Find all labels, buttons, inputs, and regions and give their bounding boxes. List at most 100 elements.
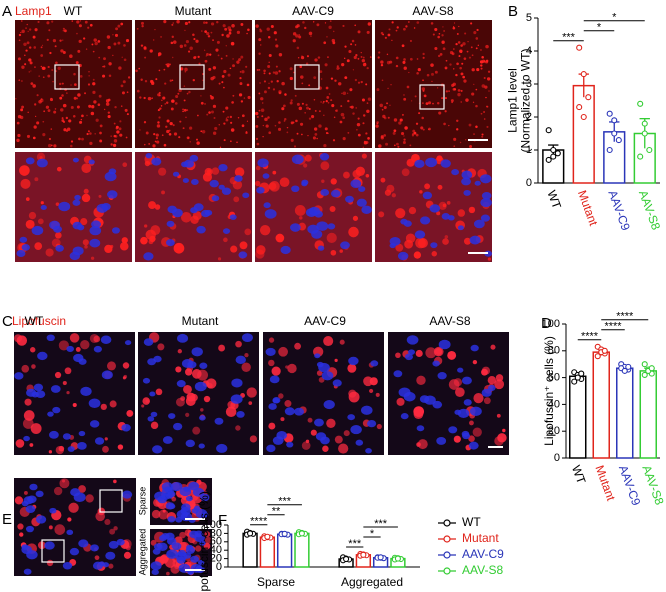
data-point	[574, 374, 581, 381]
red-signal	[442, 26, 444, 28]
nucleus	[370, 360, 379, 367]
red-signal	[494, 379, 505, 390]
red-signal	[34, 177, 39, 182]
red-signal	[160, 36, 162, 38]
red-signal	[488, 90, 490, 92]
red-signal	[210, 96, 214, 100]
red-signal	[467, 40, 469, 43]
red-signal	[409, 39, 412, 42]
red-signal	[415, 349, 423, 358]
red-signal	[401, 132, 405, 136]
red-signal	[166, 119, 170, 123]
red-signal	[352, 69, 355, 71]
red-signal	[425, 347, 437, 359]
nucleus	[154, 491, 166, 501]
significance-label: ****	[604, 321, 622, 333]
red-signal	[175, 366, 182, 373]
red-signal	[69, 54, 73, 58]
red-signal	[324, 22, 327, 24]
nucleus	[355, 439, 364, 446]
red-signal	[40, 46, 43, 49]
red-signal	[143, 47, 147, 51]
micrograph	[375, 20, 492, 148]
red-signal	[260, 108, 265, 113]
red-signal	[274, 38, 278, 41]
red-signal	[330, 249, 337, 256]
red-signal	[299, 216, 303, 220]
red-signal	[263, 80, 267, 83]
red-signal	[472, 359, 478, 365]
red-signal	[84, 20, 88, 24]
red-signal	[165, 125, 168, 128]
red-signal	[275, 44, 279, 48]
red-signal	[212, 75, 216, 80]
red-signal	[241, 114, 245, 118]
red-signal	[78, 485, 86, 493]
red-signal	[230, 128, 235, 132]
red-signal	[375, 392, 380, 397]
red-signal	[329, 20, 332, 22]
bar	[259, 536, 276, 568]
red-signal	[259, 82, 261, 84]
red-signal	[350, 105, 354, 109]
red-signal	[215, 48, 219, 52]
red-signal	[47, 109, 51, 112]
red-signal	[62, 27, 65, 30]
red-signal	[402, 60, 406, 64]
nucleus	[266, 444, 276, 453]
red-signal	[113, 42, 117, 46]
y-tick-label: 60	[548, 372, 560, 384]
nucleus	[323, 400, 335, 410]
red-signal	[465, 139, 467, 141]
nucleus	[165, 502, 175, 510]
red-signal	[180, 212, 192, 223]
red-signal	[230, 121, 233, 124]
nucleus	[241, 333, 253, 343]
red-signal	[231, 24, 235, 28]
red-signal	[362, 62, 367, 67]
red-signal	[268, 422, 276, 430]
red-signal	[84, 245, 88, 249]
nucleus	[365, 448, 372, 454]
red-signal	[160, 105, 163, 107]
red-signal	[108, 74, 112, 78]
red-signal	[341, 92, 343, 95]
red-signal	[235, 340, 242, 348]
red-signal	[456, 128, 459, 131]
red-signal	[476, 67, 480, 72]
red-signal	[486, 105, 489, 108]
red-signal	[379, 103, 384, 108]
red-signal	[126, 91, 129, 94]
red-signal	[389, 104, 391, 107]
red-signal	[449, 50, 454, 55]
red-signal	[202, 79, 204, 81]
red-signal	[334, 79, 337, 82]
red-signal	[476, 28, 479, 32]
y-tick-label: 2	[526, 111, 532, 123]
red-signal	[235, 425, 241, 431]
data-point	[606, 110, 613, 117]
red-signal	[274, 124, 277, 127]
red-signal	[148, 143, 150, 145]
red-signal	[73, 96, 77, 100]
red-signal	[162, 509, 166, 513]
red-signal	[278, 121, 281, 124]
red-signal	[23, 42, 27, 47]
red-signal	[468, 435, 475, 443]
red-signal	[246, 120, 249, 122]
red-signal	[403, 97, 407, 101]
red-signal	[416, 71, 419, 75]
nucleus	[73, 492, 86, 503]
red-signal	[340, 105, 343, 108]
nucleus	[25, 505, 36, 514]
red-signal	[441, 40, 445, 44]
red-signal	[107, 45, 111, 50]
red-signal	[465, 98, 469, 102]
significance-label: ****	[250, 516, 268, 528]
red-signal	[158, 509, 169, 520]
red-signal	[80, 340, 90, 350]
red-signal	[483, 118, 486, 120]
red-signal	[208, 111, 211, 114]
nucleus	[173, 422, 183, 431]
significance-label: ***	[562, 32, 576, 44]
